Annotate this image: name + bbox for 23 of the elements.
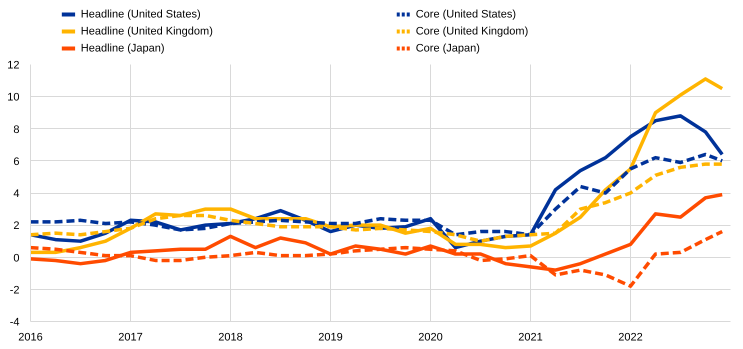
x-tick-label: 2016: [18, 332, 43, 344]
y-tick-label: 8: [13, 124, 20, 136]
legend-label: Headline (United Kingdom): [80, 26, 213, 38]
y-tick-label: -4: [10, 316, 20, 328]
y-tick-label: -2: [10, 284, 20, 296]
legend-label: Core (United Kingdom): [416, 26, 528, 38]
y-tick-label: 4: [13, 188, 20, 200]
legend-label: Core (United States): [416, 8, 516, 20]
y-tick-label: 0: [13, 252, 20, 264]
x-tick-label: 2021: [518, 332, 543, 344]
y-tick-label: 6: [13, 156, 20, 168]
y-tick-label: 12: [7, 60, 20, 72]
x-tick-label: 2017: [118, 332, 143, 344]
x-tick-label: 2022: [618, 332, 643, 344]
line-series: [30, 77, 724, 254]
x-tick-label: 2020: [418, 332, 443, 344]
legend-label: Headline (Japan): [80, 42, 165, 54]
legend-label: Headline (United States): [80, 8, 201, 20]
legend-label: Core (Japan): [416, 42, 480, 54]
y-tick-label: 10: [7, 92, 20, 104]
y-tick-label: 2: [13, 220, 20, 232]
x-tick-label: 2019: [318, 332, 343, 344]
x-tick-label: 2018: [218, 332, 243, 344]
